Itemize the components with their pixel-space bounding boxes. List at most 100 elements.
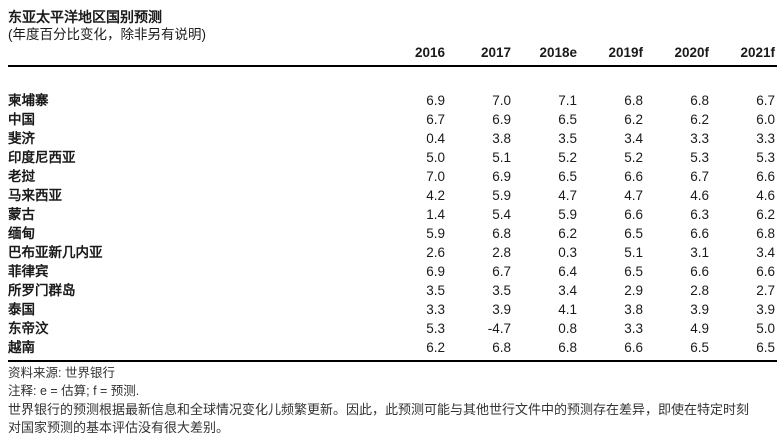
value-cell: 3.8 [492, 131, 511, 146]
value-cell: 6.2 [426, 340, 445, 355]
table-header-row: 2016 2017 2018e 2019f 2020f 2021f [8, 44, 777, 66]
value-cell: 0.3 [558, 245, 577, 260]
value-cell: 6.7 [690, 169, 709, 184]
value-cell: 6.3 [690, 207, 709, 222]
value-cell: 6.8 [624, 93, 643, 108]
country-name-cell: 越南 [8, 340, 35, 355]
value-cell: 3.9 [756, 302, 775, 317]
value-cell: 4.1 [558, 302, 577, 317]
value-cell: 6.6 [690, 226, 709, 241]
value-cell: 6.7 [492, 264, 511, 279]
table-footer: 资料来源: 世界银行 注释: e = 估算; f = 预测. 世界银行的预测根据… [8, 362, 777, 437]
page-title: 东亚太平洋地区国别预测 [8, 9, 162, 25]
value-cell: 5.9 [492, 188, 511, 203]
value-cell: 5.1 [624, 245, 643, 260]
value-cell: 6.7 [426, 112, 445, 127]
country-name-cell: 马来西亚 [8, 188, 62, 203]
country-name-cell: 斐济 [8, 131, 35, 146]
year-column-header: 2017 [480, 45, 511, 60]
table-row: 所罗门群岛 3.5 3.5 3.4 2.9 2.8 2.7 [8, 281, 777, 300]
country-name-cell: 老挝 [8, 169, 35, 184]
value-cell: 2.6 [426, 245, 445, 260]
value-cell: 5.9 [558, 207, 577, 222]
table-row: 东帝汶 5.3 -4.7 0.8 3.3 4.9 5.0 [8, 319, 777, 338]
page-subtitle: (年度百分比变化，除非另有说明) [8, 27, 206, 42]
year-column-header: 2016 [414, 45, 445, 60]
value-cell: 6.6 [690, 264, 709, 279]
value-cell: 4.6 [756, 188, 775, 203]
value-cell: 2.7 [756, 283, 775, 298]
value-cell: 6.0 [756, 112, 775, 127]
value-cell: 6.6 [756, 264, 775, 279]
value-cell: 0.4 [426, 131, 445, 146]
value-cell: 6.5 [756, 340, 775, 355]
value-cell: 5.0 [426, 150, 445, 165]
value-cell: 4.9 [690, 321, 709, 336]
value-cell: 7.0 [426, 169, 445, 184]
value-cell: 3.8 [624, 302, 643, 317]
table-row: 越南 6.2 6.8 6.8 6.6 6.5 6.5 [8, 338, 777, 361]
value-cell: 6.8 [492, 340, 511, 355]
country-name-cell: 柬埔寨 [8, 93, 49, 108]
value-cell: 2.8 [690, 283, 709, 298]
value-cell: 3.3 [426, 302, 445, 317]
value-cell: 3.4 [624, 131, 643, 146]
value-cell: 7.1 [558, 93, 577, 108]
country-name-cell: 巴布亚新几内亚 [8, 245, 103, 260]
value-cell: -4.7 [487, 321, 511, 336]
value-cell: 4.2 [426, 188, 445, 203]
value-cell: 5.2 [558, 150, 577, 165]
country-name-cell: 蒙古 [8, 207, 35, 222]
value-cell: 7.0 [492, 93, 511, 108]
value-cell: 6.9 [426, 93, 445, 108]
value-cell: 6.2 [756, 207, 775, 222]
table-row: 斐济 0.4 3.8 3.5 3.4 3.3 3.3 [8, 129, 777, 148]
country-name-cell: 泰国 [8, 302, 35, 317]
value-cell: 5.3 [690, 150, 709, 165]
value-cell: 3.3 [690, 131, 709, 146]
country-name-cell: 菲律宾 [8, 264, 49, 279]
table-row: 印度尼西亚 5.0 5.1 5.2 5.2 5.3 5.3 [8, 148, 777, 167]
value-cell: 6.2 [558, 226, 577, 241]
year-column-header: 2020f [674, 45, 709, 60]
value-cell: 3.3 [756, 131, 775, 146]
value-cell: 5.1 [492, 150, 511, 165]
value-cell: 6.5 [558, 169, 577, 184]
value-cell: 5.9 [426, 226, 445, 241]
value-cell: 5.4 [492, 207, 511, 222]
value-cell: 6.6 [624, 340, 643, 355]
value-cell: 6.2 [624, 112, 643, 127]
value-cell: 6.9 [492, 169, 511, 184]
value-cell: 3.5 [492, 283, 511, 298]
value-cell: 6.6 [756, 169, 775, 184]
value-cell: 6.5 [690, 340, 709, 355]
corner-cell [8, 44, 381, 66]
value-cell: 6.4 [558, 264, 577, 279]
value-cell: 5.2 [624, 150, 643, 165]
value-cell: 3.5 [558, 131, 577, 146]
year-column-header: 2019f [608, 45, 643, 60]
value-cell: 6.5 [624, 226, 643, 241]
value-cell: 2.8 [492, 245, 511, 260]
value-cell: 3.9 [690, 302, 709, 317]
legend-note: 注释: e = 估算; f = 预测. [8, 384, 140, 398]
value-cell: 5.0 [756, 321, 775, 336]
table-row: 蒙古 1.4 5.4 5.9 6.6 6.3 6.2 [8, 205, 777, 224]
value-cell: 3.3 [624, 321, 643, 336]
value-cell: 6.5 [558, 112, 577, 127]
table-row: 老挝 7.0 6.9 6.5 6.6 6.7 6.6 [8, 167, 777, 186]
value-cell: 0.8 [558, 321, 577, 336]
value-cell: 6.8 [756, 226, 775, 241]
table-row: 泰国 3.3 3.9 4.1 3.8 3.9 3.9 [8, 300, 777, 319]
table-row: 柬埔寨 6.9 7.0 7.1 6.8 6.8 6.7 [8, 66, 777, 110]
disclaimer-note: 世界银行的预测根据最新信息和全球情况变化儿频繁更新。因此，此预测可能与其他世行文… [8, 402, 750, 435]
value-cell: 5.3 [756, 150, 775, 165]
value-cell: 6.8 [690, 93, 709, 108]
table-row: 菲律宾 6.9 6.7 6.4 6.5 6.6 6.6 [8, 262, 777, 281]
value-cell: 2.9 [624, 283, 643, 298]
source-note: 资料来源: 世界银行 [8, 366, 115, 380]
value-cell: 6.8 [558, 340, 577, 355]
value-cell: 6.9 [492, 112, 511, 127]
value-cell: 6.9 [426, 264, 445, 279]
value-cell: 4.7 [558, 188, 577, 203]
